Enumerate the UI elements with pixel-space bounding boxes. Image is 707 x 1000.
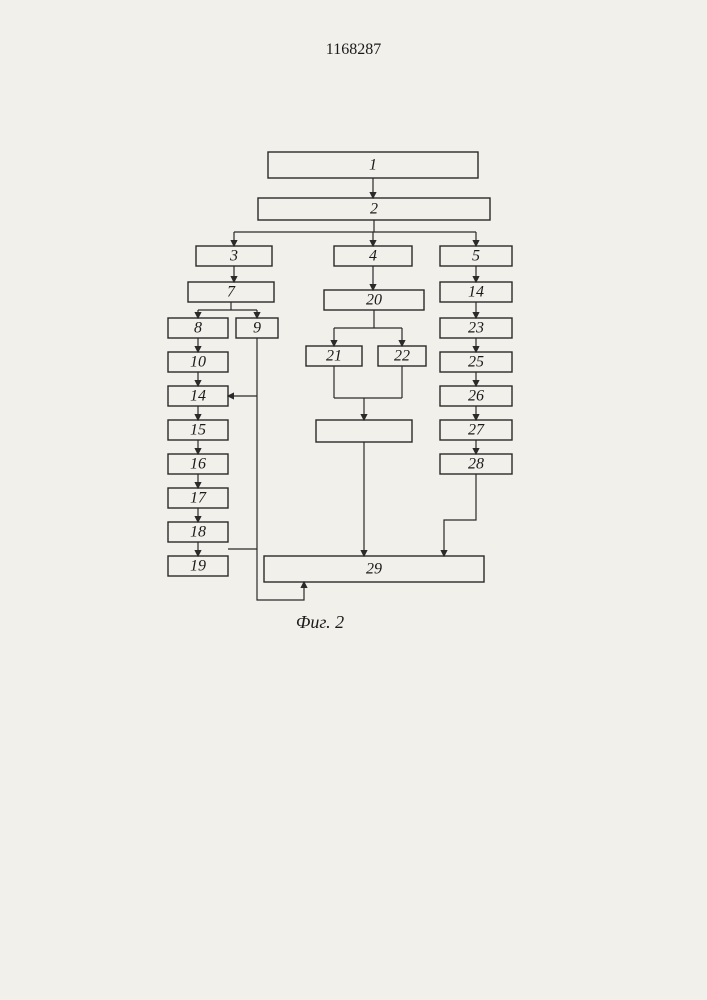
figure-caption: Фиг. 2 [296, 612, 344, 632]
node-label: 10 [190, 354, 206, 371]
edges-group [198, 178, 476, 600]
node-label: 4 [369, 248, 377, 265]
node-label: 20 [366, 292, 382, 309]
node-label: 28 [468, 456, 484, 473]
node-label: 2 [370, 201, 378, 218]
node-label: 8 [194, 320, 202, 337]
node-label: 14 [468, 284, 484, 301]
node-label: 17 [190, 490, 207, 507]
node-label: 23 [468, 320, 484, 337]
nodes-group: 1234572014892310212225142615271628171819… [168, 152, 512, 582]
node-label: 7 [227, 284, 236, 301]
node-label: 3 [229, 248, 238, 265]
node-label: 26 [468, 388, 484, 405]
node-label: 9 [253, 320, 261, 337]
node-label: 27 [468, 422, 485, 439]
node-label: 25 [468, 354, 484, 371]
node-label: 21 [326, 348, 342, 365]
node-label: 15 [190, 422, 206, 439]
flowchart-canvas: 1234572014892310212225142615271628171819… [0, 0, 707, 1000]
node-label: 18 [190, 524, 206, 541]
node-label: 14 [190, 388, 206, 405]
node-label: 29 [366, 561, 382, 578]
node-label: 22 [394, 348, 410, 365]
node-label: 5 [472, 248, 480, 265]
node-label: 16 [190, 456, 206, 473]
flowchart-node [316, 420, 412, 442]
edge [444, 474, 476, 556]
node-label: 1 [369, 157, 377, 174]
node-label: 19 [190, 558, 206, 575]
document-number: 1168287 [326, 41, 381, 58]
